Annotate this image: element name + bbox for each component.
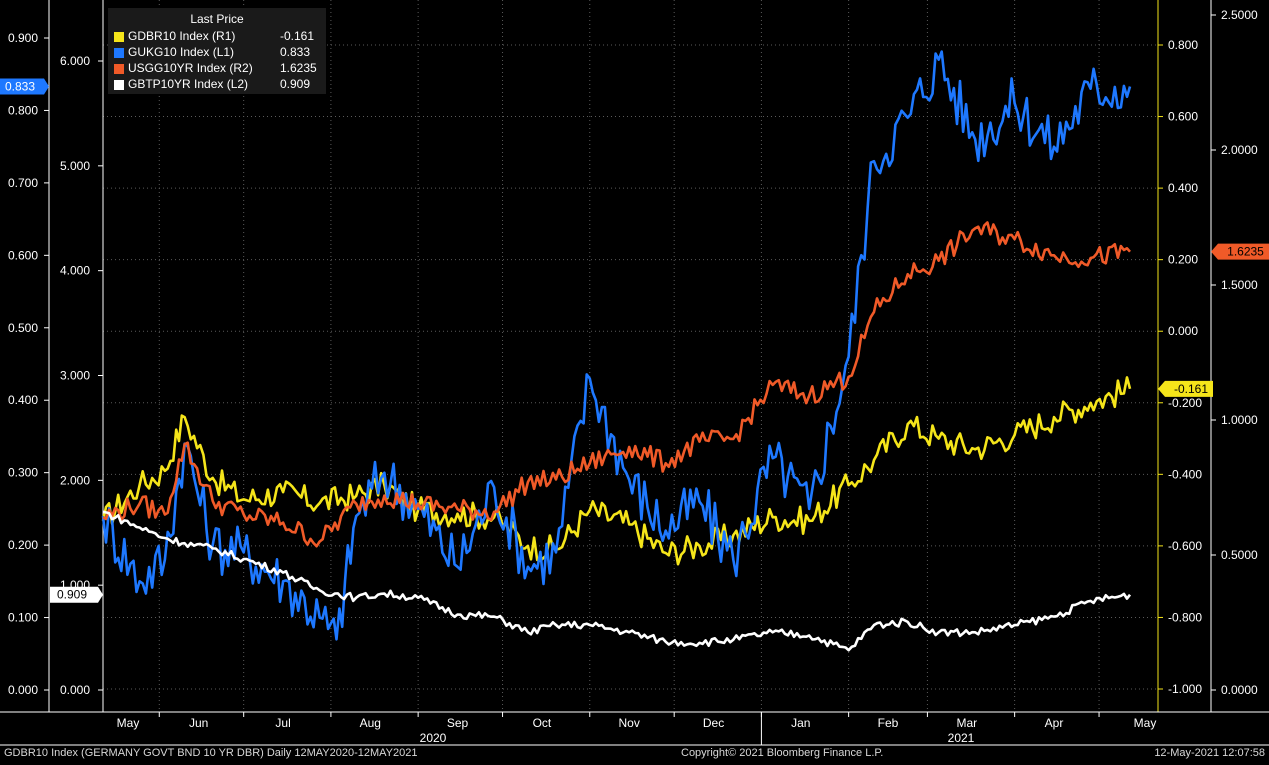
legend-name-usgg10yr: USGG10YR Index (R2) [128, 61, 253, 75]
x-axis: May Jun Jul Aug Sep Oct Nov Dec Jan Feb Mar Apr May 2… [117, 712, 1157, 745]
legend-name-gukg10: GUKG10 Index (L1) [128, 45, 235, 59]
tick-label-l1: 0.800 [8, 103, 38, 117]
last-value-tag-r2 [1211, 243, 1269, 260]
legend-name-gdbr10: GDBR10 Index (R1) [128, 29, 236, 43]
x-tick-label: Feb [878, 716, 899, 730]
tick-label-l2: 3.000 [60, 369, 90, 383]
y-axis-r1: 0.800 0.600 0.400 0.200 0.000 -0.200 -0.400 -0.… [1158, 38, 1202, 696]
last-value-tag-label-l2: 0.909 [57, 588, 87, 602]
tick-label-r2: 0.5000 [1221, 548, 1258, 562]
x-tick-label: Jun [189, 716, 208, 730]
x-tick-label: Mar [956, 716, 977, 730]
footer-copyright: Copyright© 2021 Bloomberg Finance L.P. [681, 747, 884, 759]
tick-label-l1: 0.600 [8, 248, 38, 262]
legend-value-usgg10yr: 1.6235 [280, 61, 317, 75]
tick-label-r1: -0.600 [1168, 539, 1202, 553]
legend-value-gdbr10: -0.161 [280, 29, 315, 43]
tick-label-l2: 6.000 [60, 54, 90, 68]
tick-label-r2: 1.5000 [1221, 278, 1258, 292]
x-tick-label: Jul [275, 716, 290, 730]
tick-label-r1: -0.200 [1168, 396, 1202, 410]
tick-label-r1: 0.600 [1168, 110, 1198, 124]
footer-timestamp: 12-May-2021 12:07:58 [1154, 747, 1265, 759]
x-tick-label: Dec [703, 716, 724, 730]
legend-name-gbtp10yr: GBTP10YR Index (L2) [128, 77, 249, 91]
legend-swatch-gdbr10 [114, 32, 124, 42]
tick-label-l2: 5.000 [60, 159, 90, 173]
last-value-tag-l1 [0, 78, 49, 95]
tick-label-r1: 0.800 [1168, 38, 1198, 52]
series-layer [101, 50, 1132, 652]
footer-description: GDBR10 Index (GERMANY GOVT BND 10 YR DBR… [4, 747, 418, 759]
series-line-gbtp10yr [102, 510, 1132, 652]
y-axis-l1: 0.900 0.800 0.700 0.600 0.500 0.400 0.300 0.200… [8, 31, 49, 697]
tick-label-r2: 2.0000 [1221, 143, 1258, 157]
tick-label-r1: 0.000 [1168, 324, 1198, 338]
last-value-tag-label-l1: 0.833 [5, 80, 35, 94]
legend-entry-gbtp10yr: GBTP10YR Index (L2) 0.909 [114, 77, 324, 93]
x-tick-label: May [117, 716, 140, 730]
x-tick-label: Apr [1045, 716, 1064, 730]
tick-label-r1: -0.400 [1168, 467, 1202, 481]
tick-label-l1: 0.400 [8, 393, 38, 407]
legend-value-gbtp10yr: 0.909 [280, 77, 311, 91]
last-value-tag-label-r2: 1.6235 [1227, 245, 1264, 259]
legend-entry-gukg10: GUKG10 Index (L1) 0.833 [114, 45, 324, 61]
tick-label-l1: 0.000 [8, 683, 38, 697]
tick-label-r1: 0.400 [1168, 181, 1198, 195]
x-tick-label: Oct [533, 716, 552, 730]
tick-label-l1: 0.300 [8, 466, 38, 480]
x-tick-label: May [1134, 716, 1157, 730]
x-tick-label: Jan [791, 716, 810, 730]
tick-label-r1: 0.200 [1168, 253, 1198, 267]
legend-entry-gdbr10: GDBR10 Index (R1) -0.161 [114, 29, 324, 45]
tick-label-l1: 0.500 [8, 321, 38, 335]
last-value-tag-l2 [50, 586, 103, 603]
tick-label-r2: 2.5000 [1221, 8, 1258, 22]
y-axis-r2: 2.5000 2.0000 1.5000 1.0000 0.5000 0.0000 [1211, 8, 1258, 697]
tick-label-r1: -0.800 [1168, 610, 1202, 624]
legend-swatch-gbtp10yr [114, 80, 124, 90]
tick-label-l1: 0.200 [8, 538, 38, 552]
series-line-gdbr10 [101, 376, 1132, 566]
tick-label-r1: -1.000 [1168, 682, 1202, 696]
tick-label-l2: 4.000 [60, 264, 90, 278]
last-value-tag-r1 [1158, 380, 1213, 397]
last-value-tag-label-r1: -0.161 [1174, 382, 1208, 396]
x-tick-label: Nov [618, 716, 639, 730]
legend-swatch-gukg10 [114, 48, 124, 58]
year-label: 2020 [420, 731, 447, 745]
tick-label-l1: 0.100 [8, 611, 38, 625]
legend-title: Last Price [190, 12, 244, 26]
tick-label-r2: 1.0000 [1221, 413, 1258, 427]
year-label: 2021 [948, 731, 975, 745]
legend-value-gukg10: 0.833 [280, 45, 311, 59]
last-value-tags: 0.833 0.909 -0.161 1.6235 [0, 78, 1269, 603]
x-tick-label: Sep [447, 716, 469, 730]
x-tick-label: Aug [360, 716, 381, 730]
legend: Last Price GDBR10 Index (R1) -0.161 GUKG… [108, 8, 326, 94]
tick-label-l1: 0.900 [8, 31, 38, 45]
axis-lines [0, 0, 1269, 746]
tick-label-r2: 0.0000 [1221, 683, 1258, 697]
tick-label-l2: 2.000 [60, 473, 90, 487]
legend-entry-usgg10yr: USGG10YR Index (R2) 1.6235 [114, 61, 324, 77]
legend-swatch-usgg10yr [114, 64, 124, 74]
tick-label-l2: 0.000 [60, 683, 90, 697]
series-line-usgg10yr [102, 221, 1131, 548]
tick-label-l1: 0.700 [8, 176, 38, 190]
